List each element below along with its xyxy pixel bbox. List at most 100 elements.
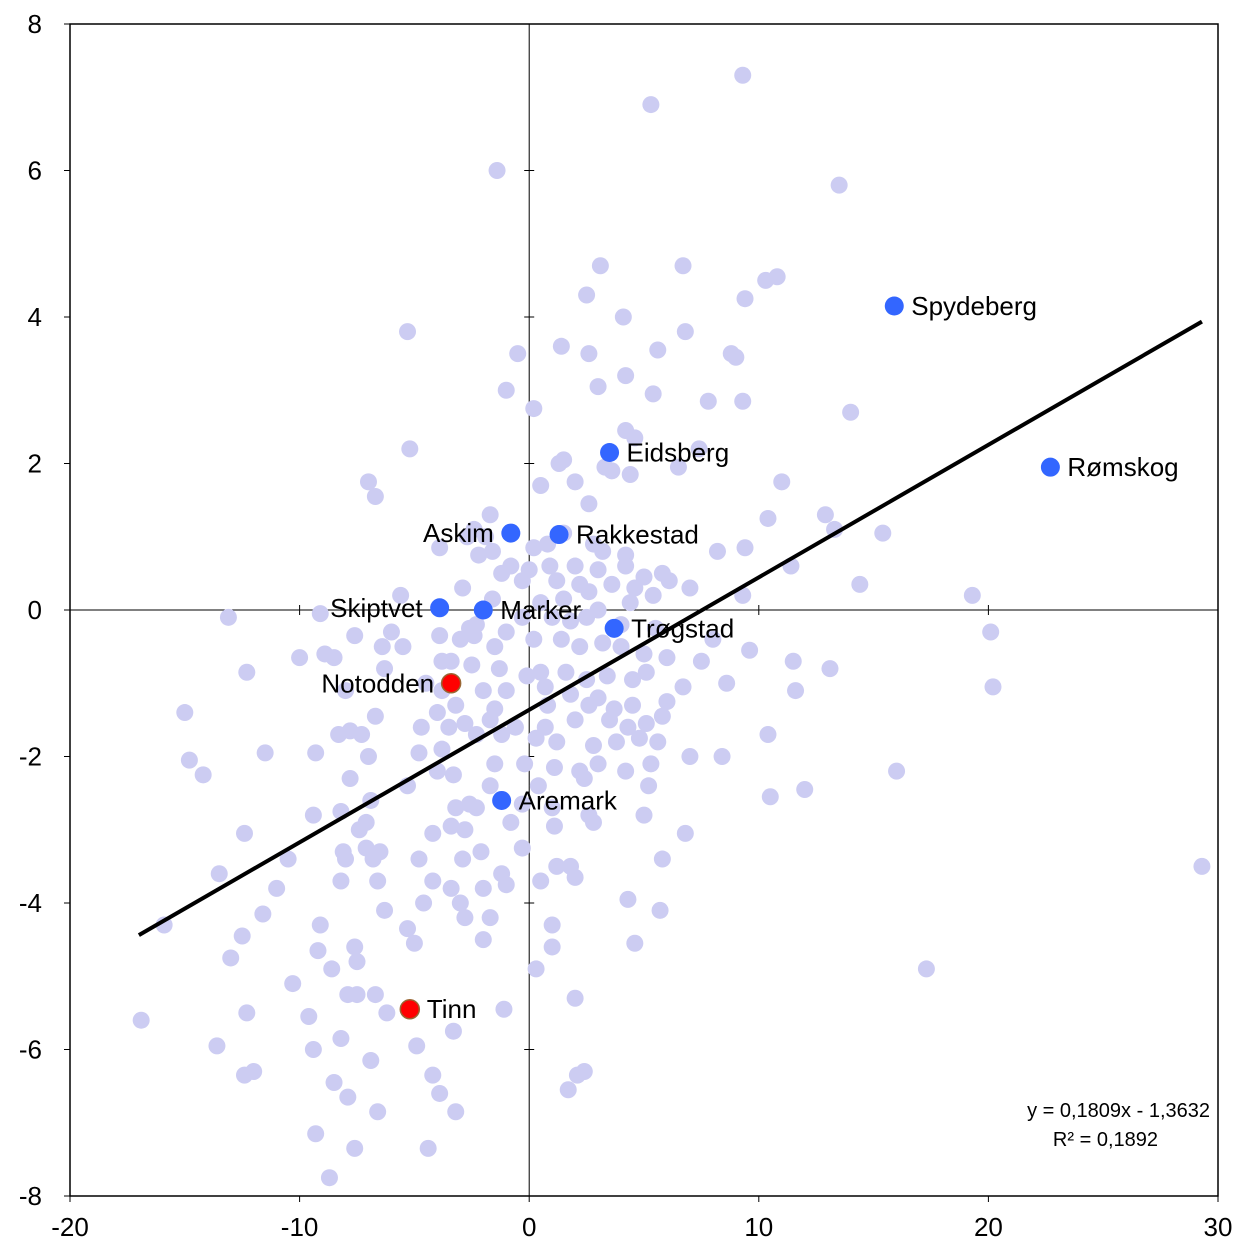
background-point — [761, 788, 779, 806]
background-point — [635, 806, 653, 824]
background-point — [555, 590, 573, 608]
background-point — [830, 176, 848, 194]
background-point — [734, 66, 752, 84]
y-tick-label: 2 — [28, 449, 42, 479]
background-point — [658, 649, 676, 667]
background-point — [759, 509, 777, 527]
background-points-layer — [132, 66, 1211, 1187]
background-point — [362, 1051, 380, 1069]
background-point — [713, 748, 731, 765]
background-point — [238, 1004, 256, 1022]
y-tick-label: 8 — [28, 9, 42, 39]
background-point — [651, 901, 669, 919]
background-point — [431, 539, 449, 557]
background-point — [617, 557, 635, 575]
background-point — [736, 539, 754, 557]
background-point — [481, 506, 499, 524]
background-point — [208, 1037, 226, 1055]
background-point — [311, 916, 329, 934]
background-point — [591, 257, 609, 275]
background-point — [442, 879, 460, 897]
background-point — [346, 1139, 364, 1157]
highlighted-point — [492, 790, 512, 810]
background-point — [704, 630, 722, 648]
background-point — [332, 1030, 350, 1048]
point-label: Trøgstad — [631, 613, 734, 643]
background-point — [486, 755, 504, 773]
background-point — [541, 557, 559, 575]
background-point — [300, 1008, 318, 1026]
background-point — [548, 733, 566, 751]
background-point — [532, 476, 550, 494]
background-point — [917, 960, 935, 978]
background-point — [614, 308, 632, 326]
background-point — [132, 1011, 150, 1029]
background-point — [708, 542, 726, 560]
background-point — [442, 817, 460, 835]
background-point — [332, 872, 350, 890]
background-point — [649, 341, 667, 359]
background-point — [690, 440, 708, 458]
background-point — [580, 345, 598, 363]
background-point — [359, 473, 377, 491]
background-point — [787, 682, 805, 700]
background-point — [465, 627, 483, 645]
background-point — [376, 660, 394, 678]
background-point — [842, 403, 860, 421]
background-point — [444, 1022, 462, 1040]
background-point — [566, 557, 584, 575]
background-point — [424, 824, 442, 842]
background-point — [180, 751, 198, 769]
background-point — [589, 378, 607, 396]
background-point — [566, 989, 584, 1007]
x-tick-label: 30 — [1204, 1212, 1233, 1242]
point-label: Askim — [423, 518, 494, 548]
background-point — [543, 916, 561, 934]
background-point — [417, 674, 435, 692]
background-point — [594, 542, 612, 560]
background-point — [456, 715, 474, 733]
background-point — [532, 663, 550, 681]
background-point — [369, 872, 387, 890]
background-point — [495, 1000, 513, 1018]
background-point — [649, 733, 667, 751]
background-point — [552, 337, 570, 355]
background-point — [307, 744, 325, 762]
background-point — [640, 777, 658, 795]
background-point — [637, 715, 655, 733]
highlighted-point — [440, 673, 462, 694]
background-point — [527, 960, 545, 978]
background-point — [513, 608, 531, 626]
background-point — [741, 641, 759, 659]
background-point — [589, 561, 607, 579]
background-point — [580, 583, 598, 601]
background-point — [784, 652, 802, 670]
background-point — [589, 755, 607, 773]
background-point — [486, 700, 504, 718]
background-point — [382, 623, 400, 641]
background-point — [642, 755, 660, 773]
background-point — [603, 575, 621, 593]
background-point — [773, 473, 791, 491]
background-point — [412, 718, 430, 736]
background-point — [692, 652, 710, 670]
background-point — [442, 652, 460, 670]
background-point — [410, 744, 428, 762]
background-point — [584, 813, 602, 831]
background-point — [584, 737, 602, 755]
background-point — [506, 718, 524, 736]
background-point — [392, 586, 410, 604]
equation-text: y = 0,1809x - 1,3632 — [1027, 1100, 1210, 1122]
background-point — [337, 682, 355, 700]
background-point — [566, 868, 584, 886]
background-point — [419, 1139, 437, 1157]
trendline-layer — [137, 319, 1203, 937]
background-point — [490, 660, 508, 678]
background-point — [757, 271, 775, 289]
background-point — [405, 934, 423, 952]
background-point — [888, 762, 906, 780]
background-point — [291, 649, 309, 667]
background-point — [617, 762, 635, 780]
